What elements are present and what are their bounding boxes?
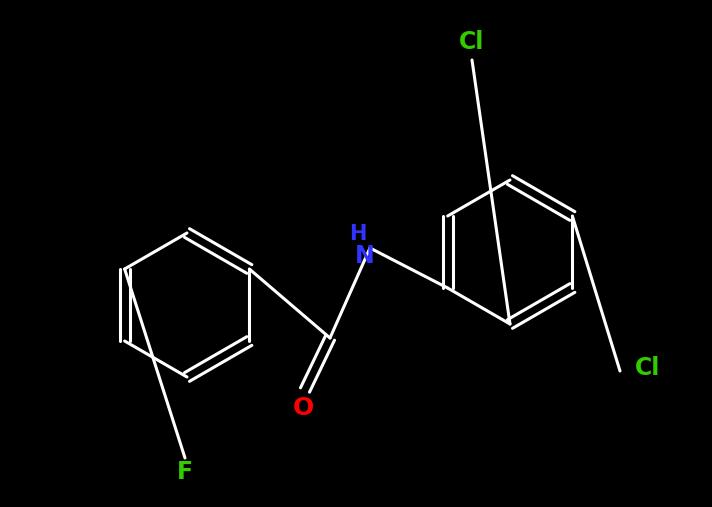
Text: F: F [177,460,193,484]
Text: O: O [293,396,313,420]
Text: Cl: Cl [459,30,485,54]
Text: Cl: Cl [635,356,660,380]
Text: H: H [350,224,367,244]
Text: N: N [355,244,375,268]
